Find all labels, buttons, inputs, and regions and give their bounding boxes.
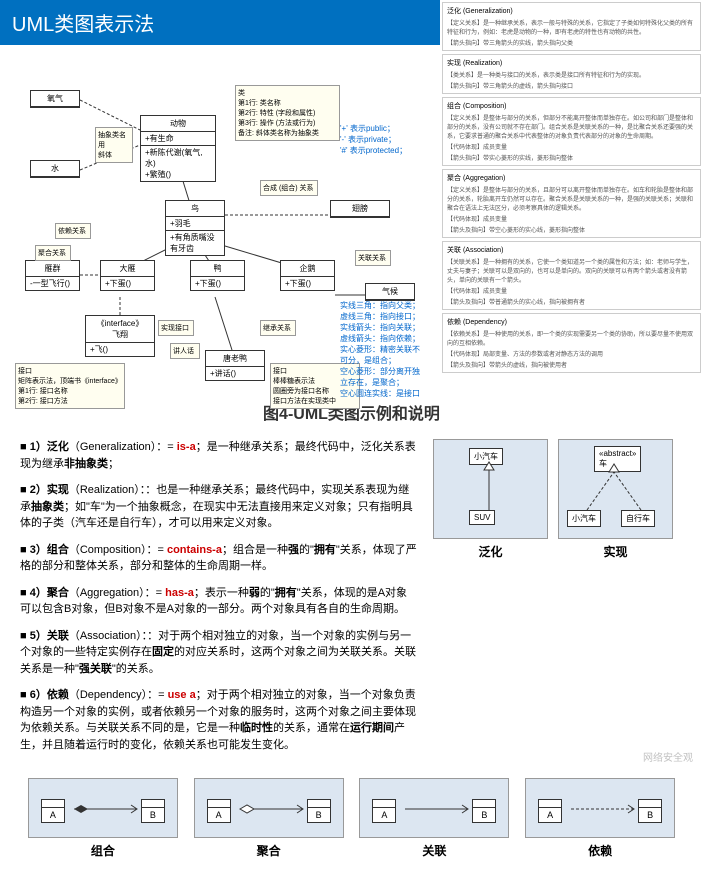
note-0: 类 第1行: 类名称 第2行: 特性 (字段和属性) 第3行: 操作 (方法或行… (235, 85, 340, 141)
rel-3: 聚合 (Aggregation)【定义关系】是整体与部分的关系，且部分可以离开整… (442, 169, 701, 238)
bottom-1: AB聚合 (194, 778, 344, 863)
relationship-panel: 泛化 (Generalization)【定义关系】是一种继承关系，表示一般与特殊… (440, 0, 703, 385)
class-oxygen: 氧气 (30, 90, 80, 108)
note-4: 合成 (组合) 关系 (260, 180, 318, 196)
top-section: UML类图表示法 氧气水 动物+有生命+新陈代谢(氧气,水) +繁殖() 鸟+羽毛+… (0, 0, 703, 385)
def-1: ■ 2）实现（Realization）：：也是一种继承关系；最终代码中，实现关系… (20, 482, 418, 532)
def-2: ■ 3）组合（Composition）：= contains-a；组合是一种强的… (20, 542, 418, 575)
mini-0: 小汽车SUV泛化 (433, 439, 548, 564)
rel-1: 实现 (Realization)【类关系】是一种类与接口的关系，表示类是接口所有… (442, 54, 701, 94)
def-0: ■ 1）泛化（Generalization）：= is-a；是一种继承关系；最终… (20, 439, 418, 472)
def-5: ■ 6）依赖（Dependency）：= use a；对于两个相对独立的对象，当… (20, 687, 418, 753)
mini-diagrams: 小汽车SUV泛化«abstract» 车小汽车自行车实现 (433, 439, 683, 763)
uml-diagram: 氧气水 动物+有生命+新陈代谢(氧气,水) +繁殖() 鸟+羽毛+有角质嘴没有牙齿 翅… (0, 45, 440, 385)
rel-5: 依赖 (Dependency)【依赖关系】是一种使用的关系，即一个类的实现需要另… (442, 313, 701, 373)
definition-list: ■ 1）泛化（Generalization）：= is-a；是一种继承关系；最终… (20, 439, 418, 763)
note-7: 关联关系 (355, 250, 391, 266)
legend-0: '+' 表示public； '-' 表示private； '#' 表示prote… (340, 123, 407, 156)
note-8: 讲人话 (170, 343, 200, 359)
class-geese: 雁群-一型飞行() (25, 260, 80, 291)
bottom-diagrams: AB组合AB聚合AB关联AB依赖 (0, 763, 703, 878)
class-animal: 动物+有生命+新陈代谢(氧气,水) +繁殖() (140, 115, 216, 182)
class-iface: 《interface》 飞翔+飞() (85, 315, 155, 357)
mini-1: «abstract» 车小汽车自行车实现 (558, 439, 673, 564)
class-penguin: 企鹅+下蛋() (280, 260, 335, 291)
definitions-section: ■ 1）泛化（Generalization）：= is-a；是一种继承关系；最终… (0, 439, 703, 763)
class-bird: 鸟+羽毛+有角质嘴没有牙齿 (165, 200, 225, 256)
bottom-3: AB依赖 (525, 778, 675, 863)
def-3: ■ 4）聚合（Aggregation）：= has-a；表示一种弱的"拥有"关系… (20, 585, 418, 618)
note-6: 继承关系 (260, 320, 296, 336)
note-2: 依赖关系 (55, 223, 91, 239)
def-4: ■ 5）关联（Association）：：对于两个相对独立的对象，当一个对象的实… (20, 628, 418, 678)
class-wings: 翅膀 (330, 200, 390, 218)
note-5: 实现接口 (158, 320, 194, 336)
rel-0: 泛化 (Generalization)【定义关系】是一种继承关系，表示一般与特殊… (442, 2, 701, 51)
note-3: 聚合关系 (35, 245, 71, 261)
watermark: 网络安全观 (643, 749, 693, 764)
rel-4: 关联 (Association)【关联关系】是一种拥有的关系，它使一个类知道另一… (442, 241, 701, 310)
banner-title: UML类图表示法 (0, 0, 440, 45)
note-1: 抽象类名用 斜体 (95, 127, 133, 163)
note-9: 接口 矩阵表示法，顶端书《interface》 第1行: 接口名称 第2行: 接… (15, 363, 125, 409)
class-climate: 气候 (365, 283, 415, 301)
class-goose: 大雁+下蛋() (100, 260, 155, 291)
bottom-2: AB关联 (359, 778, 509, 863)
rel-2: 组合 (Composition)【定义关系】是整体与部分的关系，但部分不能离开整… (442, 97, 701, 166)
class-tangduck: 唐老鸭+讲话() (205, 350, 265, 381)
bottom-0: AB组合 (28, 778, 178, 863)
legend-1: 实线三角：指向父类； 虚线三角：指向接口； 实线箭头：指向关联； 虚线箭头：指向… (340, 300, 420, 399)
left-column: UML类图表示法 氧气水 动物+有生命+新陈代谢(氧气,水) +繁殖() 鸟+羽毛+… (0, 0, 440, 385)
class-water: 水 (30, 160, 80, 178)
class-duck: 鸭+下蛋() (190, 260, 245, 291)
